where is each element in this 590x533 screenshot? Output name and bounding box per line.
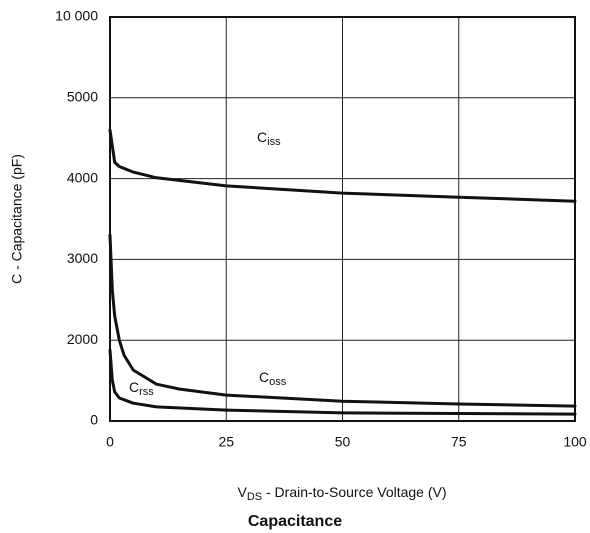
y-tick-label: 0 <box>90 412 98 428</box>
line <box>108 128 577 203</box>
plot-frame <box>109 16 576 422</box>
x-tick-label: 75 <box>451 434 467 450</box>
line <box>108 348 577 416</box>
series-label-sub: rss <box>139 386 154 398</box>
x-tick-label: 100 <box>563 434 587 450</box>
y-tick-label: 5000 <box>67 89 98 105</box>
x-tick-label: 50 <box>335 434 351 450</box>
x-axis-label-main: V <box>237 484 247 500</box>
series-label-main: C <box>129 379 139 395</box>
series-label: Ciss <box>257 129 281 148</box>
x-axis-label-rest: - Drain-to-Source Voltage (V) <box>262 484 446 500</box>
x-axis-label: VDS - Drain-to-Source Voltage (V) <box>237 484 446 503</box>
y-tick-label: 4000 <box>67 169 98 185</box>
y-tick-label: 10 000 <box>55 8 98 24</box>
y-tick-label: 2000 <box>67 331 98 347</box>
series-label: Crss <box>129 379 154 398</box>
x-tick-label: 0 <box>106 434 114 450</box>
series-label: Coss <box>259 369 287 388</box>
series-label-main: C <box>259 369 269 385</box>
y-axis-label: C - Capacitance (pF) <box>9 154 25 284</box>
x-axis-label-sub: DS <box>247 491 262 503</box>
chart-title: Capacitance <box>248 513 342 530</box>
y-tick-label: 3000 <box>67 250 98 266</box>
series-label-sub: iss <box>267 136 281 148</box>
line <box>108 233 577 408</box>
x-tick-label: 25 <box>218 434 234 450</box>
series-label-sub: oss <box>269 376 287 388</box>
series-label-main: C <box>257 129 267 145</box>
